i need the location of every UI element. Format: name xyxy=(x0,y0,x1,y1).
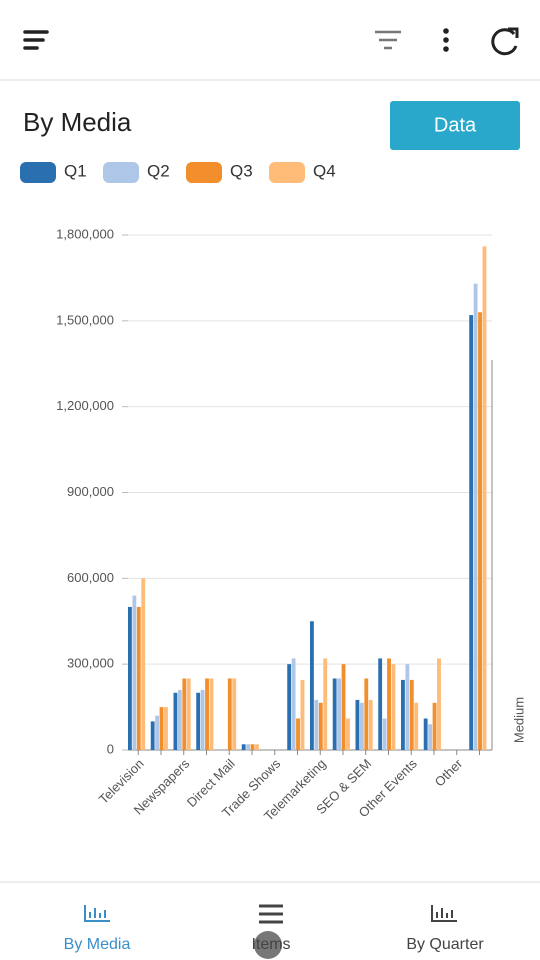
legend-label: Q2 xyxy=(147,161,170,180)
x-axis-label: Medium xyxy=(511,697,526,743)
bar xyxy=(227,678,232,750)
nav-label[interactable]: By Quarter xyxy=(406,936,484,953)
y-tick-label: 600,000 xyxy=(67,570,114,585)
bar xyxy=(341,664,346,750)
data-button[interactable] xyxy=(390,101,520,150)
by-media-icon[interactable] xyxy=(84,905,110,922)
bar xyxy=(437,658,441,750)
bar xyxy=(291,658,296,750)
touch-indicator xyxy=(254,931,282,959)
bar xyxy=(318,702,323,750)
by-quarter-icon[interactable] xyxy=(431,905,457,922)
bar xyxy=(241,744,246,750)
bar xyxy=(287,664,292,750)
bar xyxy=(209,678,214,750)
bar xyxy=(255,744,259,750)
y-tick-label: 1,800,000 xyxy=(56,226,114,241)
bar xyxy=(423,718,428,750)
bar xyxy=(132,595,137,750)
items-icon[interactable] xyxy=(259,904,283,924)
y-tick-label: 1,500,000 xyxy=(56,312,114,327)
bar xyxy=(136,606,141,750)
bar xyxy=(482,246,487,750)
bar xyxy=(364,678,369,750)
bar xyxy=(332,678,337,750)
bar xyxy=(250,744,255,750)
bar xyxy=(232,678,237,750)
more-icon[interactable] xyxy=(443,28,449,52)
y-tick-label: 1,200,000 xyxy=(56,398,114,413)
bar xyxy=(368,699,373,750)
bar xyxy=(310,621,314,750)
filter-icon[interactable] xyxy=(375,30,401,50)
page-title: By Media xyxy=(23,107,132,137)
bar xyxy=(387,658,391,750)
bar xyxy=(414,702,419,750)
bar xyxy=(186,678,191,750)
y-tick-label: 300,000 xyxy=(67,656,114,671)
bar xyxy=(205,678,209,750)
bar xyxy=(355,699,360,750)
bar xyxy=(141,578,146,750)
bar xyxy=(409,679,414,750)
bar xyxy=(159,707,164,750)
bar xyxy=(401,679,405,750)
refresh-arrow xyxy=(508,27,519,38)
bar xyxy=(323,658,328,750)
bar xyxy=(314,699,319,750)
menu-icon[interactable] xyxy=(23,30,49,50)
legend-label: Q1 xyxy=(64,161,87,180)
refresh-icon[interactable] xyxy=(491,28,518,56)
bar xyxy=(337,678,342,750)
legend-swatch xyxy=(186,162,222,183)
legend-swatch xyxy=(20,162,56,183)
bar xyxy=(200,689,205,750)
bar xyxy=(405,664,410,750)
bar xyxy=(428,724,433,750)
x-tick-label: Other xyxy=(432,755,466,789)
data-button-label[interactable]: Data xyxy=(434,114,477,136)
bar xyxy=(182,678,187,750)
bar xyxy=(478,312,482,750)
bar xyxy=(473,283,478,750)
bar xyxy=(155,715,160,750)
bar xyxy=(164,707,168,750)
bar xyxy=(173,692,178,750)
legend-label: Q4 xyxy=(313,161,336,180)
nav-label[interactable]: Items xyxy=(251,936,290,953)
bar xyxy=(346,718,350,750)
bar xyxy=(469,315,474,750)
bar xyxy=(359,702,364,750)
y-tick-label: 0 xyxy=(107,741,114,756)
bar xyxy=(177,689,182,750)
nav-label[interactable]: By Media xyxy=(64,936,131,953)
bar xyxy=(432,702,437,750)
bar xyxy=(128,606,132,750)
bar xyxy=(296,718,300,750)
legend-swatch xyxy=(103,162,139,183)
bar xyxy=(246,744,251,750)
bar xyxy=(150,721,155,750)
bar xyxy=(196,692,201,750)
y-tick-label: 900,000 xyxy=(67,484,114,499)
bar xyxy=(300,679,305,750)
bar xyxy=(391,664,396,750)
bar xyxy=(378,658,383,750)
legend-swatch xyxy=(269,162,305,183)
bar xyxy=(382,718,387,750)
legend-label: Q3 xyxy=(230,161,253,180)
